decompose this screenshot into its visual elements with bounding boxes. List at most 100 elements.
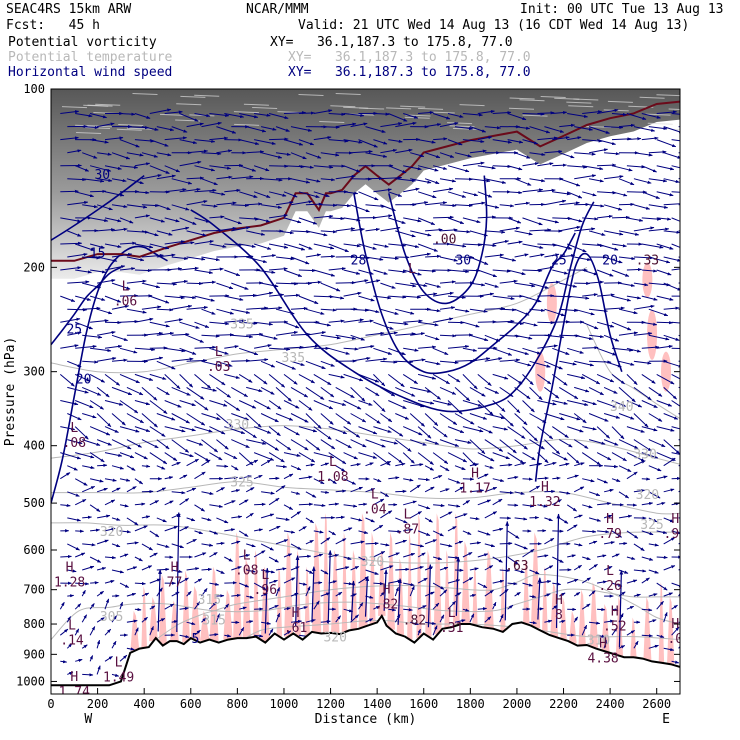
x-axis-label: Distance (km) (315, 712, 417, 727)
wind-vector (186, 122, 204, 128)
wind-vector (298, 243, 313, 250)
wind-vector (97, 122, 115, 128)
wind-vector (671, 604, 678, 610)
pv-shading-column (242, 558, 251, 639)
pv-shading-blob (647, 309, 658, 360)
wind-vector (216, 569, 225, 575)
wind-vector (544, 439, 561, 455)
wind-vector (663, 488, 675, 493)
wind-vector (641, 373, 656, 384)
wind-vector (350, 256, 370, 260)
wind-vector (298, 139, 315, 146)
wind-vector (656, 400, 673, 407)
wind-vector (507, 582, 518, 586)
y-tick-label: 300 (23, 365, 45, 379)
wind-vector (275, 201, 294, 206)
theta-isentrope-315 (155, 573, 680, 641)
pv-shading-column (200, 610, 210, 642)
wind-vector (126, 541, 139, 545)
wind-vector (119, 426, 140, 433)
wind-vector (582, 530, 597, 534)
wind-vector (156, 126, 175, 132)
wind-vector (447, 191, 467, 198)
wind-vector (156, 282, 178, 286)
wind-vector (671, 191, 680, 193)
wind-vector (484, 253, 504, 258)
wind-vector (171, 491, 186, 495)
wind-vector (373, 400, 386, 413)
wind-vector (126, 439, 142, 448)
pv-shading-column (387, 532, 395, 630)
wind-vector (75, 344, 97, 349)
wind-vector (313, 503, 326, 508)
wind-vector (111, 334, 128, 341)
wind-vector (224, 426, 246, 434)
wind-vector (484, 386, 499, 394)
wind-vector (380, 413, 393, 423)
wind-vector (514, 253, 529, 258)
wind-vector (626, 113, 647, 120)
wind-vector (164, 240, 185, 245)
wind-vector (611, 112, 627, 117)
wind-vector (403, 295, 421, 299)
wind-vector (447, 426, 465, 434)
wind-vector (75, 552, 86, 558)
wind-vector (671, 268, 680, 271)
wind-vector (179, 217, 197, 225)
wind-vector (126, 279, 147, 284)
extremum-value-label: 77 (167, 575, 183, 590)
wind-vector (663, 178, 680, 184)
wind-vector (104, 628, 112, 636)
wind-vector (574, 152, 596, 156)
wind-vector (552, 452, 568, 461)
wind-vector (97, 514, 111, 519)
wind-vector (290, 491, 301, 495)
wind-vector (395, 178, 416, 183)
wind-vector (484, 439, 504, 452)
pv-shading-column (276, 566, 283, 637)
wind-vector (514, 230, 533, 236)
wind-vector (260, 386, 275, 395)
wind-vector (447, 504, 461, 508)
pv-shading-column (530, 532, 541, 628)
wind-vector (447, 165, 470, 173)
wind-vector (134, 191, 150, 195)
wind-vector (171, 126, 188, 133)
wind-vector (194, 504, 205, 512)
wind-vector (82, 413, 97, 419)
wind-vector (328, 139, 349, 143)
x-tick-label: 1000 (270, 697, 299, 711)
wind-vector (663, 592, 673, 597)
contour-label: 30 (94, 168, 110, 183)
wind-vector (507, 190, 523, 195)
wind-vector (477, 215, 496, 219)
wind-vector (313, 243, 335, 250)
wind-vector (373, 139, 388, 145)
wind-vector (239, 243, 256, 248)
wind-vector (402, 426, 423, 436)
pv-shading-column (284, 532, 294, 637)
wind-vector (343, 217, 361, 222)
wind-vector (111, 204, 128, 209)
wind-vector (424, 152, 441, 159)
wind-vector (343, 269, 361, 275)
wind-vector (216, 308, 234, 315)
contour-label: 28 (351, 253, 367, 268)
wind-vector (589, 334, 605, 339)
wind-vector (75, 191, 94, 198)
wind-vector (156, 308, 174, 312)
wind-vector (596, 373, 615, 383)
wind-vector (365, 541, 379, 546)
wind-vector (320, 203, 338, 207)
pv-streak (87, 104, 113, 107)
wind-vector (283, 374, 298, 385)
pv-shading-blob (535, 351, 546, 392)
wind-vector (111, 178, 127, 183)
wind-vector (305, 280, 322, 284)
wind-vector (60, 317, 81, 323)
wind-vector (320, 152, 340, 157)
extremum-value-label: .82 (375, 598, 398, 613)
wind-vector (648, 569, 659, 574)
wind-vector (387, 374, 405, 388)
wind-vector (424, 387, 441, 400)
